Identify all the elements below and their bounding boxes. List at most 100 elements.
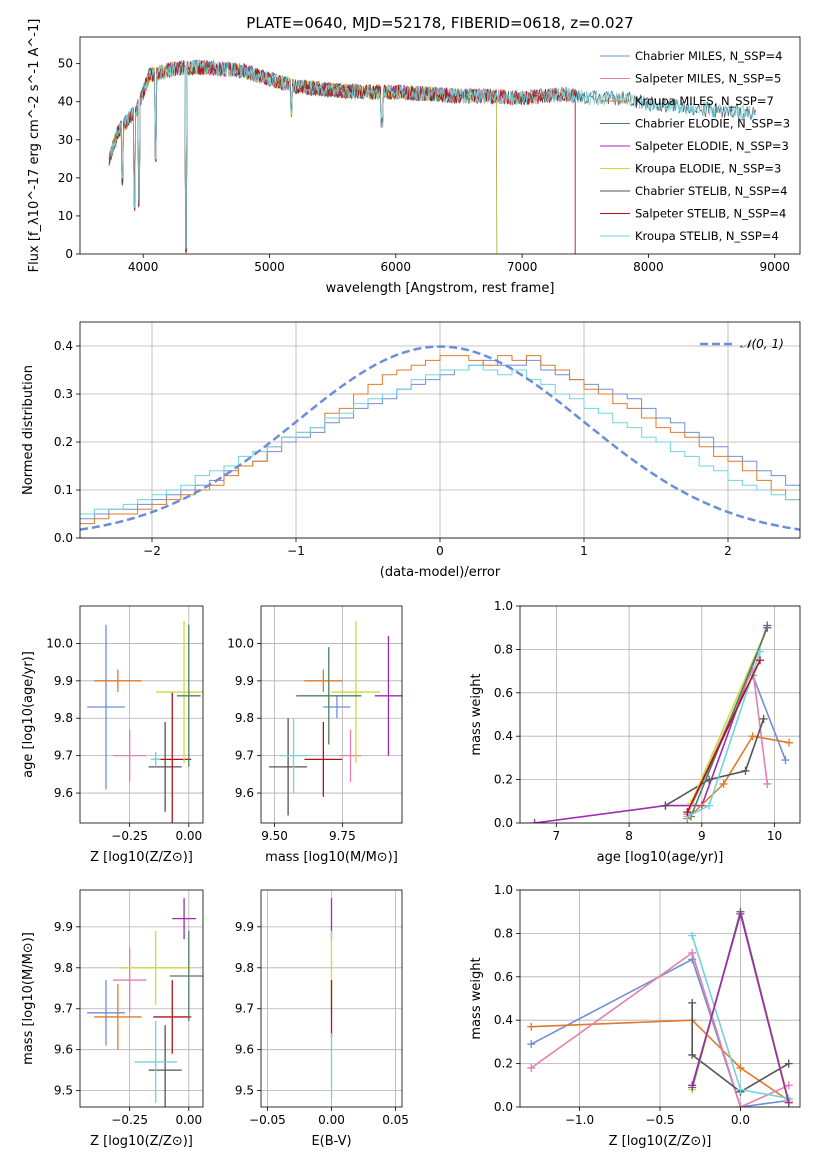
axes-frame [260, 605, 403, 824]
x-tick-label: 1 [580, 544, 588, 558]
y-tick-label: 0.8 [494, 926, 513, 940]
y-tick-label: 9.9 [54, 920, 73, 934]
y-tick-label: 30 [58, 133, 73, 147]
axes-frame [519, 889, 801, 1108]
y-tick-label: 9.8 [54, 961, 73, 975]
plot-area-residuals [80, 345, 800, 531]
x-tick-label: −0.05 [249, 1113, 286, 1127]
y-tick-label: 0.6 [494, 686, 513, 700]
axes-frame [79, 889, 204, 1108]
y-axis-label: age [log10(age/yr)] [21, 651, 36, 778]
plot-area-age-vs-mass [269, 620, 402, 816]
x-axis-label: Z [log10(Z/Z⊙)] [90, 850, 193, 865]
weight-line [686, 735, 790, 820]
x-tick-label: 0 [436, 544, 444, 558]
y-axis-label: Normed distribution [21, 365, 36, 495]
y-tick-label: 0.2 [54, 435, 73, 449]
y-tick-label: 0.2 [494, 1057, 513, 1071]
x-tick-label: 8 [625, 829, 633, 843]
weight-marker [756, 656, 764, 665]
legend-label: Kroupa STELIB, N_SSP=4 [635, 229, 779, 243]
y-tick-label: 9.8 [235, 711, 254, 725]
weight-marker [763, 779, 772, 788]
legend-label: Chabrier ELODIE, N_SSP=3 [635, 117, 790, 131]
weight-marker [736, 909, 745, 918]
x-tick-label: 4000 [128, 260, 159, 274]
y-tick-label: 9.6 [235, 786, 254, 800]
axes-frame [260, 889, 403, 1108]
weight-line [530, 958, 789, 1107]
x-axis-label: age [log10(age/yr)] [597, 850, 724, 865]
y-tick-label: 9.9 [235, 920, 254, 934]
x-axis-label: wavelength [Angstrom, rest frame] [326, 281, 555, 296]
y-tick-label: 9.5 [54, 1084, 73, 1098]
weight-marker [688, 948, 697, 957]
y-tick-label: 0.4 [54, 339, 73, 353]
x-tick-label: 9.50 [261, 829, 288, 843]
y-tick-label: 9.7 [235, 1002, 254, 1016]
x-tick-label: 8000 [633, 260, 664, 274]
y-tick-label: 9.6 [54, 786, 73, 800]
y-tick-label: 0.4 [494, 1013, 513, 1027]
weight-marker [785, 738, 794, 747]
y-tick-label: 9.8 [235, 961, 254, 975]
panels: 4000 5000 6000 7000 8000 900001020304050wavel… [21, 19, 801, 1149]
weight-marker [527, 1022, 536, 1031]
x-axis-label: Z [log10(Z/Z⊙)] [609, 1134, 712, 1149]
gaussian-curve [80, 345, 800, 531]
x-tick-label: 5000 [254, 260, 285, 274]
x-tick-label: 6000 [381, 260, 412, 274]
y-tick-label: 9.7 [235, 749, 254, 763]
plot-area-weight-vs-Z [527, 907, 793, 1107]
x-tick-label: 9 [698, 829, 706, 843]
panel-residuals: −2 −1 0 1 2 0.0 0.1 0.2 0.3 0.4 (data-model)/error… [21, 321, 801, 580]
x-tick-label: −2 [143, 544, 161, 558]
weight-line [690, 627, 769, 804]
panel-weight-vs-age: 7 8 9 10 0.0 0.2 0.4 0.6 0.8 1.0 age [log10(age/yr… [469, 599, 801, 865]
weight-marker [736, 1103, 745, 1107]
x-tick-label: 7 [553, 829, 561, 843]
weight-marker [784, 1098, 793, 1107]
y-tick-label: 10.0 [46, 636, 73, 650]
weight-marker [719, 779, 728, 788]
weight-marker [736, 1085, 745, 1094]
x-tick-label: 0.0 [731, 1113, 750, 1127]
x-tick-label: 2 [724, 544, 732, 558]
legend-label: Salpeter MILES, N_SSP=5 [635, 72, 781, 86]
weight-marker [688, 998, 697, 1007]
spectrum-line [108, 59, 498, 254]
x-tick-label: 0.00 [175, 1113, 202, 1127]
x-axis-label: E(B-V) [311, 1134, 351, 1149]
weight-marker [705, 801, 714, 810]
y-tick-label: 9.6 [235, 1043, 254, 1057]
weight-line [534, 625, 769, 823]
histogram-steps [80, 364, 800, 515]
plot-area-weight-vs-age [530, 621, 794, 823]
legend-label: Chabrier MILES, N_SSP=4 [635, 49, 782, 63]
histogram-steps [80, 355, 800, 525]
weight-marker [781, 756, 790, 765]
x-axis-label: (data-model)/error [380, 565, 501, 580]
y-tick-label: 9.8 [54, 711, 73, 725]
y-tick-label: 9.9 [54, 674, 73, 688]
y-axis-label: mass [log10(M/M⊙)] [21, 932, 36, 1065]
y-tick-label: 0.0 [494, 1100, 513, 1114]
y-tick-label: 0.2 [494, 773, 513, 787]
legend-label: Kroupa ELODIE, N_SSP=3 [635, 162, 781, 176]
y-tick-label: 1.0 [494, 599, 513, 613]
panel-age-vs-mass: 9.50 9.75 9.6 9.7 9.8 9.9 10.0 mass [log10(M/M⊙… [227, 605, 403, 865]
axes-frame [79, 605, 204, 824]
axes-frame [79, 321, 801, 539]
y-tick-label: 10.0 [227, 636, 254, 650]
y-axis-label: mass weight [469, 673, 484, 755]
spectrum-line [108, 60, 498, 254]
y-tick-label: 9.9 [235, 674, 254, 688]
x-tick-label: 0.00 [175, 829, 202, 843]
x-tick-label: 0.00 [318, 1113, 345, 1127]
panel-weight-vs-Z: −1.0 −0.5 0.0 0.0 0.2 0.4 0.6 0.8 1.0 Z [log10(Z/… [469, 883, 801, 1149]
weight-marker [661, 801, 670, 810]
weight-line [665, 718, 765, 807]
weight-marker [756, 647, 764, 656]
x-tick-label: 9.75 [329, 829, 356, 843]
